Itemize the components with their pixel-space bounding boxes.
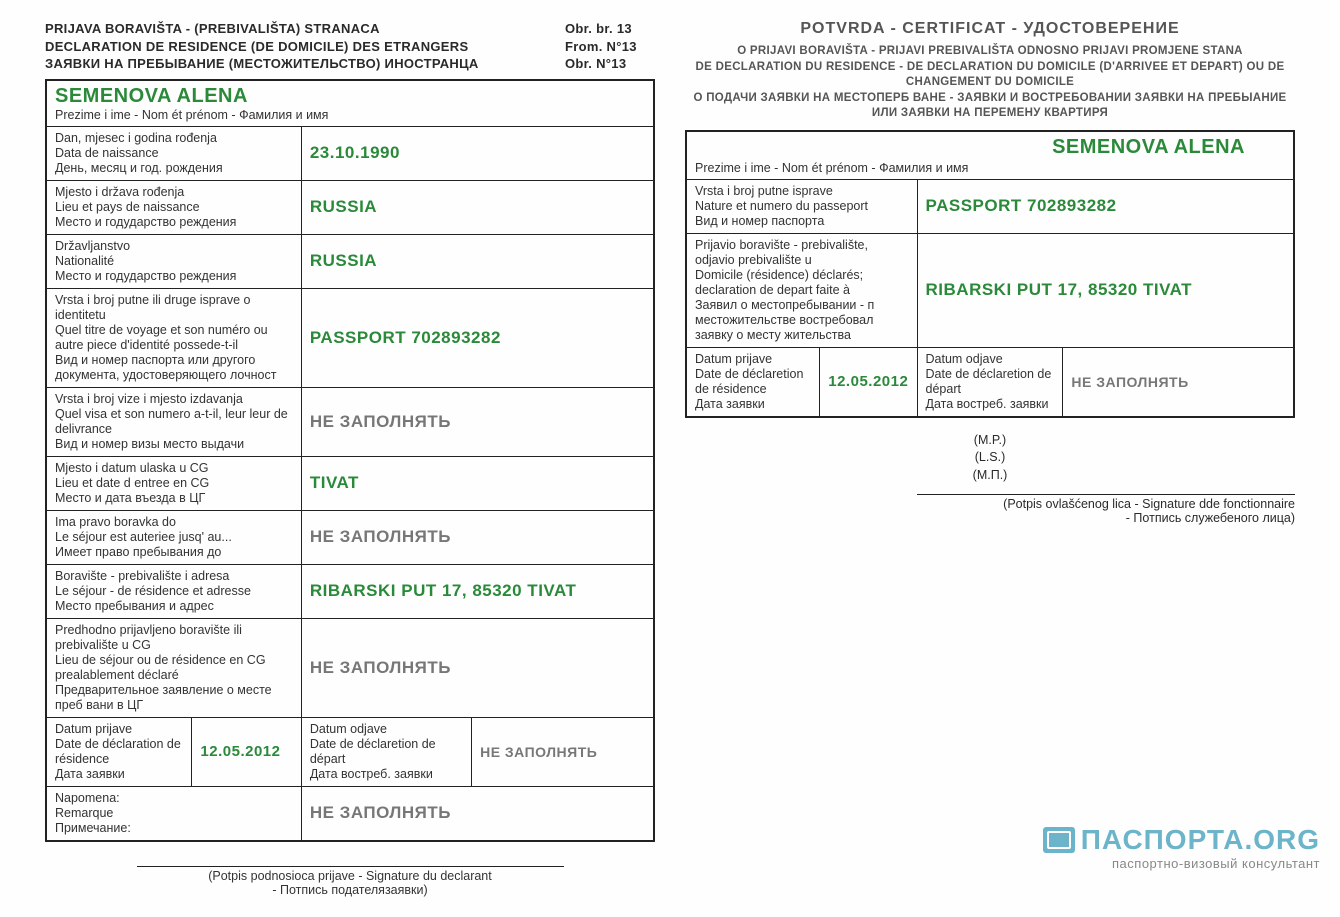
r-addr-label1: Prijavio boravište - prebivalište, odjav…: [695, 238, 909, 268]
r-addr-label3: Заявил о местопребывании - п местожитель…: [695, 298, 909, 343]
dob-label2: Data de naissance: [55, 146, 293, 161]
left-header-line2: DECLARATION DE RESIDENCE (DE DOMICILE) D…: [45, 38, 565, 56]
cert-title: POTVRDA - CERTIFICAT - УДОСТОВЕРЕНИЕ: [685, 20, 1295, 38]
nat-label2: Nationalité: [55, 254, 293, 269]
visa-label1: Vrsta i broj vize i mjesto izdavanja: [55, 392, 293, 407]
r-dateout-label2: Date de déclaretion de départ: [926, 367, 1055, 397]
nat-value: RUSSIA: [301, 234, 654, 288]
entry-label3: Место и дата въезда в ЦГ: [55, 491, 293, 506]
r-name-value: SEMENOVA ALENA: [695, 136, 1285, 161]
addr-label3: Место пребывания и адрес: [55, 599, 293, 614]
r-dateout-label3: Дата востреб. заявки: [926, 397, 1055, 412]
r-doc-label2: Nature et numero du passeport: [695, 199, 909, 214]
datein-label3: Дата заявки: [55, 767, 183, 782]
stay-value: НЕ ЗАПОЛНЯТЬ: [301, 510, 654, 564]
note-value: НЕ ЗАПОЛНЯТЬ: [301, 786, 654, 841]
stay-label3: Имеет право пребывания до: [55, 545, 293, 560]
mp2: (L.S.): [685, 449, 1295, 467]
doc-label3: Вид и номер паспорта или другого докумен…: [55, 353, 293, 383]
prev-label2: Lieu de séjour ou de résidence en CG pre…: [55, 653, 293, 683]
mp3: (М.П.): [685, 467, 1295, 485]
pob-label1: Mjesto i država rođenja: [55, 185, 293, 200]
stay-label1: Ima pravo boravka do: [55, 515, 293, 530]
name-value: SEMENOVA ALENA: [55, 85, 248, 109]
r-datein-label2: Date de déclaretion de résidence: [695, 367, 811, 397]
entry-label2: Lieu et date d entree en CG: [55, 476, 293, 491]
left-header-code3: Obr. N°13: [565, 55, 655, 73]
datein-value: 12.05.2012: [192, 717, 301, 786]
left-header-line1: PRIJAVA BORAVIŠTA - (PREBIVALIŠTA) STRAN…: [45, 20, 565, 38]
note-label1: Napomena:: [55, 791, 293, 806]
left-header: PRIJAVA BORAVIŠTA - (PREBIVALIŠTA) STRAN…: [45, 20, 655, 73]
datein-label1: Datum prijave: [55, 722, 183, 737]
left-sig2: - Потпись подателязаявки): [45, 883, 655, 897]
left-form: PRIJAVA BORAVIŠTA - (PREBIVALIŠTA) STRAN…: [45, 20, 655, 897]
dateout-label2: Date de déclaretion de départ: [310, 737, 463, 767]
r-sig1: (Potpis ovlašćenog lica - Signature dde …: [685, 497, 1295, 511]
prev-label1: Predhodno prijavljeno boravište ili preb…: [55, 623, 293, 653]
datein-label2: Date de déclaration de résidence: [55, 737, 183, 767]
nat-label3: Место и годударство реждения: [55, 269, 293, 284]
dob-value: 23.10.1990: [301, 126, 654, 180]
dateout-value: НЕ ЗАПОЛНЯТЬ: [472, 717, 654, 786]
entry-label1: Mjesto i datum ulaska u CG: [55, 461, 293, 476]
pob-label2: Lieu et pays de naissance: [55, 200, 293, 215]
doc-label2: Quel titre de voyage et son numéro ou au…: [55, 323, 293, 353]
addr-label1: Boravište - prebivalište i adresa: [55, 569, 293, 584]
right-form: POTVRDA - CERTIFICAT - УДОСТОВЕРЕНИЕ O P…: [685, 20, 1295, 897]
r-sig2: - Потпись служебеного лица): [685, 511, 1295, 525]
prev-label3: Предварительное заявление о месте преб в…: [55, 683, 293, 713]
r-doc-value: PASSPORT 702893282: [917, 179, 1294, 233]
name-label: Prezime i ime - Nom ét prénom - Фамилия …: [55, 108, 645, 122]
left-header-code1: Obr. br. 13: [565, 20, 655, 38]
cert-sub3: О ПОДАЧИ ЗАЯВКИ НА МЕСТОПЕРБ ВАНЕ - ЗАЯВ…: [685, 91, 1295, 122]
dateout-label3: Дата востреб. заявки: [310, 767, 463, 782]
visa-value: НЕ ЗАПОЛНЯТЬ: [301, 387, 654, 456]
dob-label1: Dan, mjesec i godina rođenja: [55, 131, 293, 146]
nat-label1: Državljanstvo: [55, 239, 293, 254]
left-header-code2: From. N°13: [565, 38, 655, 56]
note-label2: Remarque: [55, 806, 293, 821]
r-addr-label2: Domicile (résidence) déclarés; declarati…: [695, 268, 909, 298]
passport-icon: [1043, 827, 1075, 853]
dob-label3: День, месяц и год. рождения: [55, 161, 293, 176]
cert-sub2: DE DECLARATION DU RESIDENCE - DE DECLARA…: [685, 60, 1295, 91]
dateout-label1: Datum odjave: [310, 722, 463, 737]
stamp-block: (M.P.) (L.S.) (М.П.): [685, 432, 1295, 485]
watermark: ПАСПОРТА.ORG паспортно-визовый консульта…: [1043, 824, 1320, 871]
mp1: (M.P.): [685, 432, 1295, 450]
watermark-logo-text: ПАСПОРТА.ORG: [1081, 824, 1320, 856]
left-header-line3: ЗАЯВКИ НА ПРЕБЫВАНИЕ (МЕСТОЖИТЕЛЬСТВО) И…: [45, 55, 565, 73]
right-signature-area: (Potpis ovlašćenog lica - Signature dde …: [685, 494, 1295, 525]
prev-value: НЕ ЗАПОЛНЯТЬ: [301, 618, 654, 717]
left-table: SEMENOVA ALENA Prezime i ime - Nom ét pr…: [45, 79, 655, 842]
pob-label3: Место и годударство реждения: [55, 215, 293, 230]
r-addr-value: RIBARSKI PUT 17, 85320 TIVAT: [917, 233, 1294, 347]
doc-value: PASSPORT 702893282: [301, 288, 654, 387]
watermark-tagline: паспортно-визовый консультант: [1043, 856, 1320, 871]
r-datein-label1: Datum prijave: [695, 352, 811, 367]
r-doc-label1: Vrsta i broj putne isprave: [695, 184, 909, 199]
visa-label2: Quel visa et son numero a-t-il, leur leu…: [55, 407, 293, 437]
r-dateout-value: НЕ ЗАПОЛНЯТЬ: [1063, 347, 1294, 417]
r-doc-label3: Вид и номер паспорта: [695, 214, 909, 229]
left-signature-area: (Potpis podnosioca prijave - Signature d…: [45, 866, 655, 897]
entry-value: TIVAT: [301, 456, 654, 510]
r-datein-label3: Дата заявки: [695, 397, 811, 412]
addr-label2: Le séjour - de résidence et adresse: [55, 584, 293, 599]
right-table: SEMENOVA ALENA Prezime i ime - Nom ét pr…: [685, 130, 1295, 418]
left-sig1: (Potpis podnosioca prijave - Signature d…: [45, 869, 655, 883]
pob-value: RUSSIA: [301, 180, 654, 234]
cert-sub1: O PRIJAVI BORAVIŠTA - PRIJAVI PREBIVALIŠ…: [685, 44, 1295, 60]
visa-label3: Вид и номер визы место выдачи: [55, 437, 293, 452]
stay-label2: Le séjour est auteriee jusq' au...: [55, 530, 293, 545]
r-name-label: Prezime i ime - Nom ét prénom - Фамилия …: [695, 161, 1285, 175]
note-label3: Примечание:: [55, 821, 293, 836]
addr-value: RIBARSKI PUT 17, 85320 TIVAT: [301, 564, 654, 618]
r-datein-value: 12.05.2012: [820, 347, 917, 417]
doc-label1: Vrsta i broj putne ili druge isprave o i…: [55, 293, 293, 323]
r-dateout-label1: Datum odjave: [926, 352, 1055, 367]
